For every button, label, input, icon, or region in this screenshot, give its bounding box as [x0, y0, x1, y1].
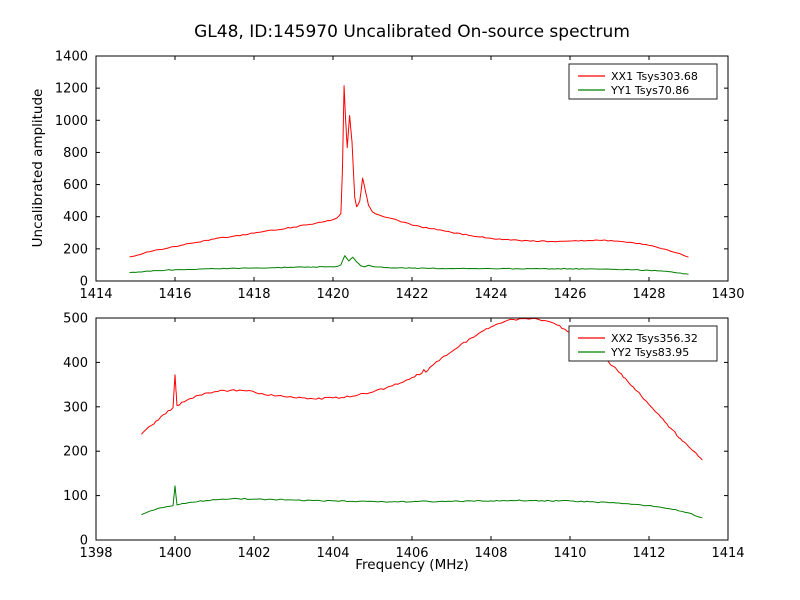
x-tick-label: 1430 [711, 287, 744, 302]
legend-label: XX1 Tsys303.68 [611, 70, 698, 83]
axes-border [95, 317, 729, 541]
x-tick-label: 1422 [395, 287, 428, 302]
y-tick-label: 0 [80, 534, 88, 549]
x-tick-label: 1418 [237, 287, 270, 302]
figure-title: GL48, ID:145970 Uncalibrated On-source s… [194, 22, 630, 42]
x-tick-label: 1410 [553, 546, 586, 561]
x-tick-label: 1402 [237, 546, 270, 561]
y-tick-label: 300 [63, 400, 88, 415]
subplot-top-spectrum-xx1-yy1: 1414 1416 1418 1420 1422 1424 1426 1428 1430 0 200… [55, 50, 745, 303]
x-tick-label: 1406 [395, 546, 428, 561]
series-line-YY2 [141, 485, 703, 519]
y-tick-label: 500 [63, 312, 88, 327]
legend-box [568, 63, 718, 100]
series-line-XX1 [129, 85, 689, 258]
y-tick-label: 400 [63, 210, 88, 225]
x-tick-label: 1414 [79, 287, 112, 302]
x-axis-label: Frequency (MHz) [355, 557, 469, 573]
x-tick-label: 1398 [79, 546, 112, 561]
x-tick-label: 1426 [553, 287, 586, 302]
legend-label: XX2 Tsys356.32 [611, 332, 698, 345]
x-tick-label: 1424 [474, 287, 507, 302]
y-tick-label: 1200 [55, 82, 88, 97]
x-tick-label: 1420 [316, 287, 349, 302]
subplot-bottom-spectrum-xx2-yy2: 1398 1400 1402 1404 1406 1408 1410 1412 1414 0 100… [63, 312, 744, 562]
x-tick-label: 1416 [158, 287, 191, 302]
x-tick-label: 1412 [632, 546, 665, 561]
legend-label: YY1 Tsys70.86 [610, 84, 689, 97]
x-tick-label: 1408 [474, 546, 507, 561]
tick-labels: 1398 1400 1402 1404 1406 1408 1410 1412 1414 0 100… [63, 312, 744, 562]
y-tick-label: 200 [63, 445, 88, 460]
y-tick-label: 1400 [55, 50, 88, 65]
legend-box [568, 325, 718, 362]
x-tick-label: 1428 [632, 287, 665, 302]
x-tick-label: 1404 [316, 546, 349, 561]
y-tick-label: 200 [63, 242, 88, 257]
axes-border [95, 55, 729, 282]
y-tick-label: 100 [63, 489, 88, 504]
x-tick-label: 1400 [158, 546, 191, 561]
y-tick-label: 1000 [55, 114, 88, 129]
tick-labels: 1414 1416 1418 1420 1422 1424 1426 1428 1430 0 200… [55, 50, 745, 303]
x-tick-label: 1414 [711, 546, 744, 561]
series-line-XX2 [141, 317, 703, 461]
legend-label: YY2 Tsys83.95 [610, 346, 689, 359]
y-tick-label: 400 [63, 356, 88, 371]
y-tick-label: 800 [63, 146, 88, 161]
y-tick-label: 0 [80, 275, 88, 290]
series-line-YY1 [129, 255, 689, 275]
y-tick-label: 600 [63, 178, 88, 193]
